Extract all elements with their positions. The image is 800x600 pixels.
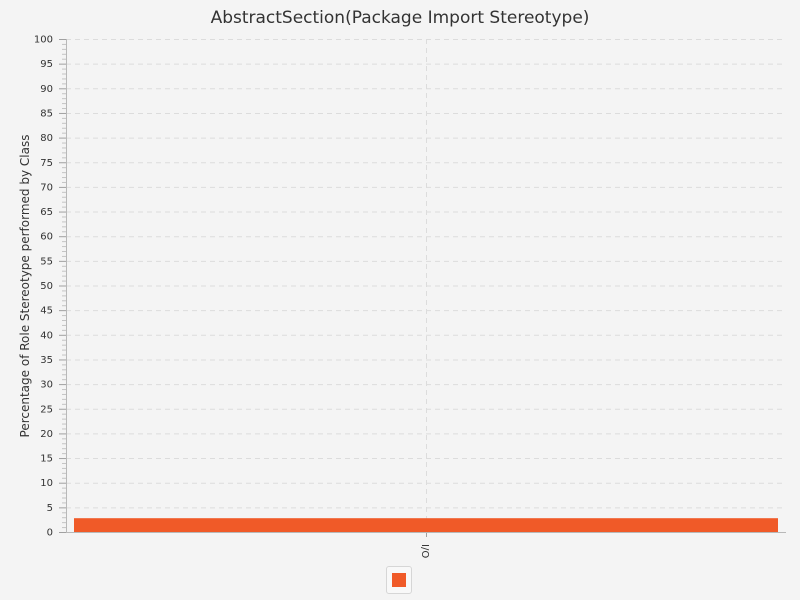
bar: [74, 518, 778, 532]
y-tick-label: 5: [47, 503, 53, 514]
y-tick-label: 90: [40, 84, 53, 95]
y-tick-label: 25: [40, 404, 53, 415]
y-tick-label: 95: [40, 59, 53, 70]
y-tick-label: 70: [40, 182, 53, 193]
y-axis: 0 5 10 15 20 25 30 35 40 45 50 55 60 65 70 75 80 85 90 95 10…: [34, 35, 67, 539]
y-tick-label: 35: [40, 355, 53, 366]
y-tick-label: 10: [40, 478, 53, 489]
y-axis-label: Percentage of Role Stereotype performed …: [18, 135, 32, 438]
y-tick-label: 65: [40, 207, 53, 218]
y-tick-label: 0: [47, 528, 53, 539]
legend[interactable]: [386, 566, 412, 594]
y-tick-label: 100: [34, 35, 53, 46]
y-tick-label: 40: [40, 330, 53, 341]
x-axis: I/O: [66, 532, 786, 558]
bars: [74, 518, 778, 532]
y-tick-label: 50: [40, 281, 53, 292]
y-tick-label: 75: [40, 158, 53, 169]
y-tick-label: 15: [40, 454, 53, 465]
y-tick-label: 45: [40, 306, 53, 317]
x-tick-label: I/O: [419, 544, 430, 558]
grid: [66, 39, 786, 532]
y-tick-label: 80: [40, 133, 53, 144]
chart-title: AbstractSection(Package Import Stereotyp…: [211, 8, 590, 28]
y-tick-label: 55: [40, 256, 53, 267]
y-tick-label: 85: [40, 108, 53, 119]
y-tick-label: 60: [40, 232, 53, 243]
y-tick-label: 20: [40, 429, 53, 440]
y-tick-label: 30: [40, 380, 53, 391]
legend-swatch[interactable]: [392, 573, 406, 587]
